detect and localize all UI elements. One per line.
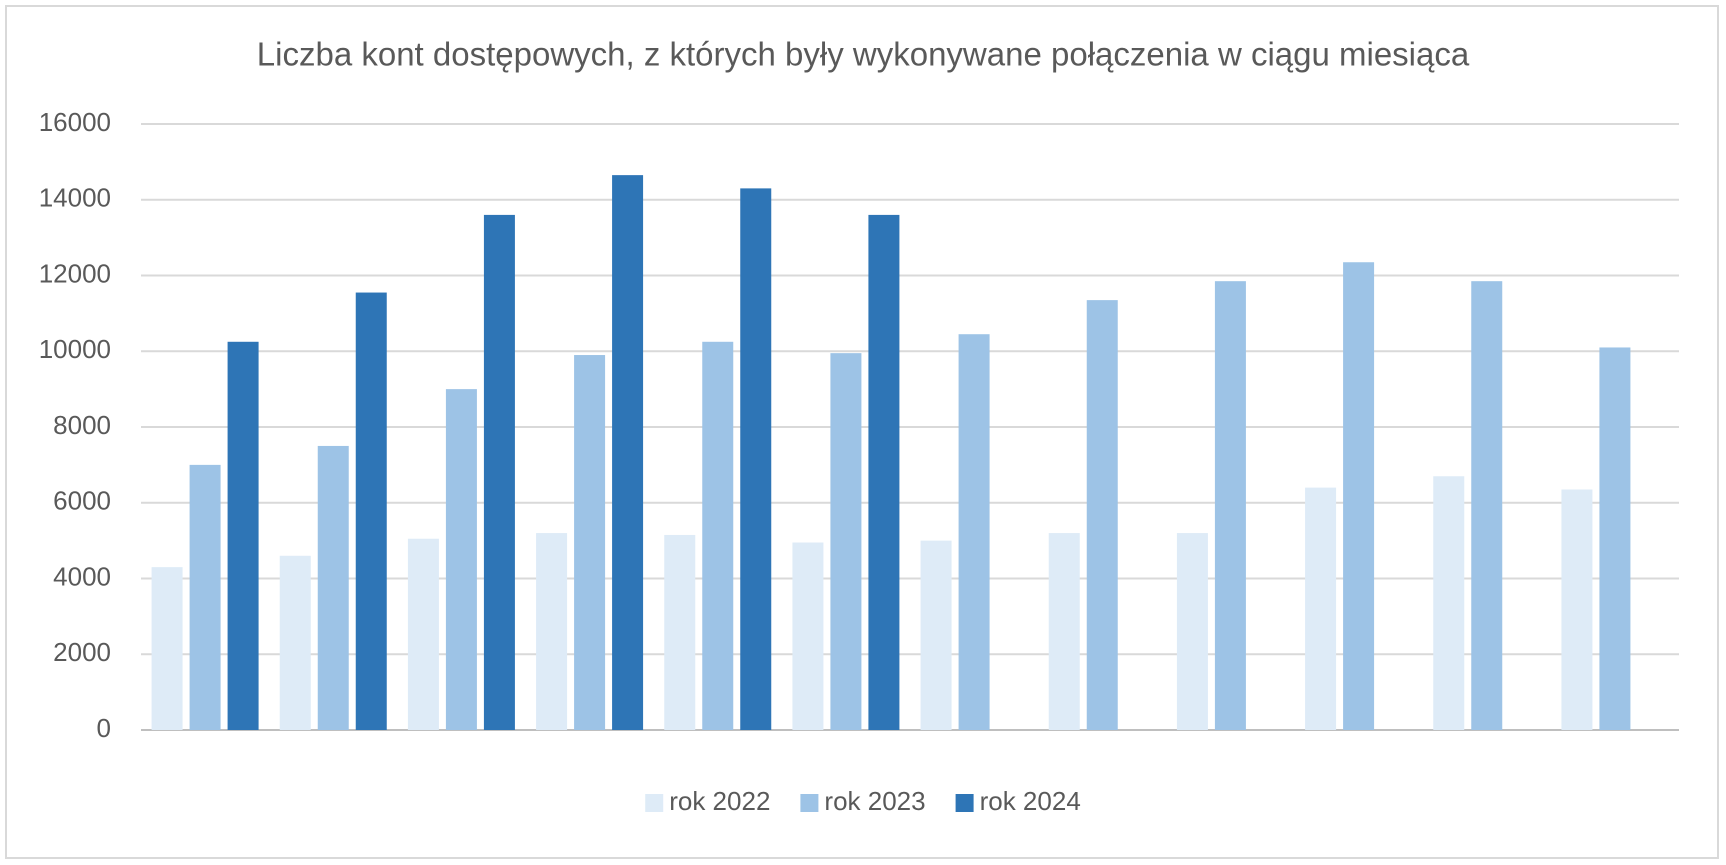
bar	[664, 534, 696, 730]
bar	[189, 464, 221, 730]
bar	[1214, 281, 1246, 730]
bar	[830, 353, 862, 730]
y-tick-label: 10000	[39, 334, 111, 364]
y-tick-label: 14000	[39, 183, 111, 213]
bar	[151, 567, 183, 730]
y-tick-label: 12000	[39, 258, 111, 288]
bar	[1433, 476, 1465, 730]
bar	[536, 533, 568, 730]
bar	[317, 445, 349, 730]
bar	[1305, 487, 1337, 730]
bar	[792, 542, 824, 730]
bar	[227, 341, 259, 730]
bar	[702, 341, 734, 730]
bar	[483, 214, 515, 730]
legend-label: rok 2022	[669, 786, 770, 816]
bar	[920, 540, 952, 730]
y-tick-label: 2000	[53, 637, 111, 667]
legend-swatch	[800, 794, 819, 812]
bar	[279, 555, 311, 730]
bar	[1048, 533, 1080, 730]
bar	[1086, 300, 1118, 730]
bar	[1561, 489, 1593, 730]
bar	[868, 214, 900, 730]
bar	[445, 389, 477, 730]
bar	[958, 334, 990, 730]
bar	[1599, 347, 1631, 730]
legend-label: rok 2023	[824, 786, 925, 816]
chart-title: Liczba kont dostępowych, z których były …	[257, 36, 1470, 73]
y-tick-label: 4000	[53, 561, 111, 591]
legend-label: rok 2024	[980, 786, 1081, 816]
bar	[612, 175, 644, 731]
bar	[1343, 262, 1375, 730]
bar	[740, 188, 772, 730]
legend-swatch	[955, 794, 974, 812]
bar	[1176, 533, 1208, 730]
y-tick-label: 0	[97, 713, 111, 743]
bar	[355, 292, 387, 730]
legend-swatch	[645, 794, 664, 812]
bar	[1471, 281, 1503, 730]
bar	[574, 355, 606, 730]
y-tick-label: 16000	[39, 107, 111, 137]
bar	[407, 538, 439, 730]
y-tick-label: 8000	[53, 410, 111, 440]
y-tick-label: 6000	[53, 486, 111, 516]
